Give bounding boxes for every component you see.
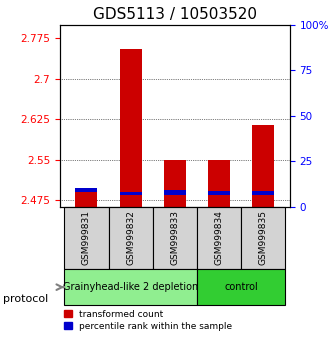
Text: GSM999834: GSM999834 — [214, 210, 223, 265]
FancyBboxPatch shape — [241, 207, 285, 269]
FancyBboxPatch shape — [64, 269, 197, 306]
FancyBboxPatch shape — [197, 269, 285, 306]
Legend: transformed count, percentile rank within the sample: transformed count, percentile rank withi… — [65, 310, 232, 331]
Text: protocol: protocol — [3, 294, 49, 304]
Bar — [252, 125, 274, 207]
Text: GSM999833: GSM999833 — [170, 210, 179, 265]
Bar — [208, 160, 230, 207]
Text: GSM999832: GSM999832 — [126, 210, 135, 265]
Text: GSM999831: GSM999831 — [82, 210, 91, 265]
Bar — [75, 188, 98, 192]
Text: GSM999835: GSM999835 — [259, 210, 268, 265]
Text: control: control — [224, 282, 258, 292]
Bar — [120, 192, 142, 195]
Bar — [208, 191, 230, 195]
FancyBboxPatch shape — [109, 207, 153, 269]
Bar — [164, 190, 186, 195]
FancyBboxPatch shape — [153, 207, 197, 269]
FancyBboxPatch shape — [197, 207, 241, 269]
Text: Grainyhead-like 2 depletion: Grainyhead-like 2 depletion — [63, 282, 198, 292]
Bar — [120, 49, 142, 207]
Title: GDS5113 / 10503520: GDS5113 / 10503520 — [93, 7, 257, 22]
Bar — [75, 192, 98, 207]
FancyBboxPatch shape — [64, 207, 109, 269]
Bar — [252, 191, 274, 195]
Bar — [164, 160, 186, 207]
